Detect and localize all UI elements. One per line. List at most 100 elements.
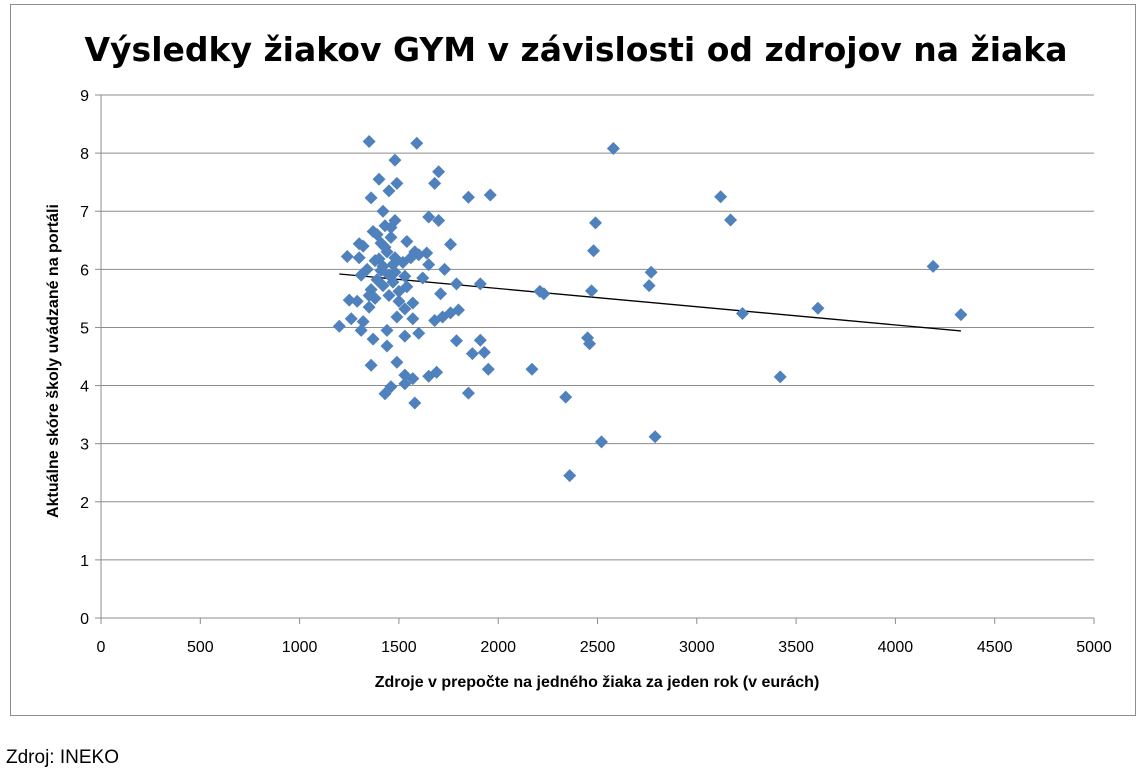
data-point (412, 326, 426, 340)
data-point (362, 300, 376, 314)
data-point (735, 306, 749, 320)
data-point (606, 141, 620, 155)
x-tick-label: 3500 (778, 639, 814, 656)
data-point (438, 262, 452, 276)
data-point (350, 294, 364, 308)
data-point (376, 204, 390, 218)
chart-area: Výsledky žiakov GYM v závislosti od zdro… (10, 4, 1136, 716)
y-tick-label: 3 (80, 437, 89, 454)
trendline (339, 273, 961, 332)
data-point (648, 430, 662, 444)
data-point (449, 277, 463, 291)
data-point (390, 355, 404, 369)
data-point (356, 239, 370, 253)
data-point (364, 358, 378, 372)
data-point (388, 251, 402, 265)
y-tick-label: 8 (80, 146, 89, 163)
data-point (406, 312, 420, 326)
x-tick-label: 4500 (977, 639, 1013, 656)
data-point (398, 329, 412, 343)
data-point (432, 165, 446, 179)
chart-title: Výsledky žiakov GYM v závislosti od zdro… (85, 30, 1068, 69)
data-point (364, 191, 378, 205)
y-tick-label: 1 (80, 553, 89, 570)
data-point (416, 271, 430, 285)
data-point (477, 345, 491, 359)
data-point (481, 362, 495, 376)
data-point (332, 319, 346, 333)
y-tick-label: 6 (80, 262, 89, 279)
x-axis-label: Zdroje v prepočte na jedného žiaka za je… (375, 674, 820, 691)
data-point (400, 280, 414, 294)
axes (95, 94, 1095, 624)
data-point (642, 279, 656, 293)
y-tick-label: 0 (80, 611, 89, 628)
data-point (392, 294, 406, 308)
data-point (362, 134, 376, 148)
scatter-chart: Výsledky žiakov GYM v závislosti od zdro… (45, 30, 1112, 691)
data-point (390, 310, 404, 324)
x-tick-label: 1000 (282, 639, 318, 656)
data-point (461, 386, 475, 400)
data-point (422, 258, 436, 272)
data-point (370, 273, 384, 287)
data-point (404, 251, 418, 265)
data-point (473, 277, 487, 291)
data-point (954, 308, 968, 322)
data-point (483, 188, 497, 202)
data-point (378, 219, 392, 233)
data-point (583, 337, 597, 351)
data-point (352, 251, 366, 265)
y-tick-label: 7 (80, 204, 89, 221)
data-point (340, 250, 354, 264)
data-point (382, 288, 396, 302)
data-point (714, 190, 728, 204)
data-point (408, 396, 422, 410)
data-point (926, 259, 940, 273)
x-tick-label: 2000 (480, 639, 516, 656)
data-point (589, 216, 603, 230)
data-point (400, 234, 414, 248)
y-tick-label: 4 (80, 379, 89, 396)
data-point (434, 287, 448, 301)
data-point (378, 240, 392, 254)
data-point (811, 301, 825, 315)
data-point (559, 390, 573, 404)
x-tick-label: 3000 (679, 639, 715, 656)
data-point (594, 435, 608, 449)
data-point (362, 288, 376, 302)
data-point (388, 153, 402, 167)
y-tick-label: 5 (80, 320, 89, 337)
data-point (473, 333, 487, 347)
data-point (366, 332, 380, 346)
data-point (422, 369, 436, 383)
data-point (344, 312, 358, 326)
x-tick-label: 2500 (580, 639, 616, 656)
data-point (378, 387, 392, 401)
data-point (525, 362, 539, 376)
data-point (585, 284, 599, 298)
data-point (644, 265, 658, 279)
data-point (384, 230, 398, 244)
x-tick-label: 1500 (381, 639, 417, 656)
y-tick-label: 9 (80, 88, 89, 105)
data-point (428, 313, 442, 327)
data-point (773, 370, 787, 384)
data-point (428, 176, 442, 190)
data-point (422, 210, 436, 224)
data-point (449, 334, 463, 348)
x-tick-label: 0 (97, 639, 106, 656)
data-point (465, 347, 479, 361)
data-point (587, 244, 601, 258)
data-point (356, 315, 370, 329)
data-points (332, 134, 968, 483)
source-note: Zdroj: INEKO (6, 747, 119, 768)
data-point (398, 302, 412, 316)
data-point (444, 237, 458, 251)
data-point (354, 323, 368, 337)
data-point (406, 372, 420, 386)
data-point (410, 136, 424, 150)
data-point (398, 269, 412, 283)
data-point (724, 213, 738, 227)
data-point (390, 176, 404, 190)
